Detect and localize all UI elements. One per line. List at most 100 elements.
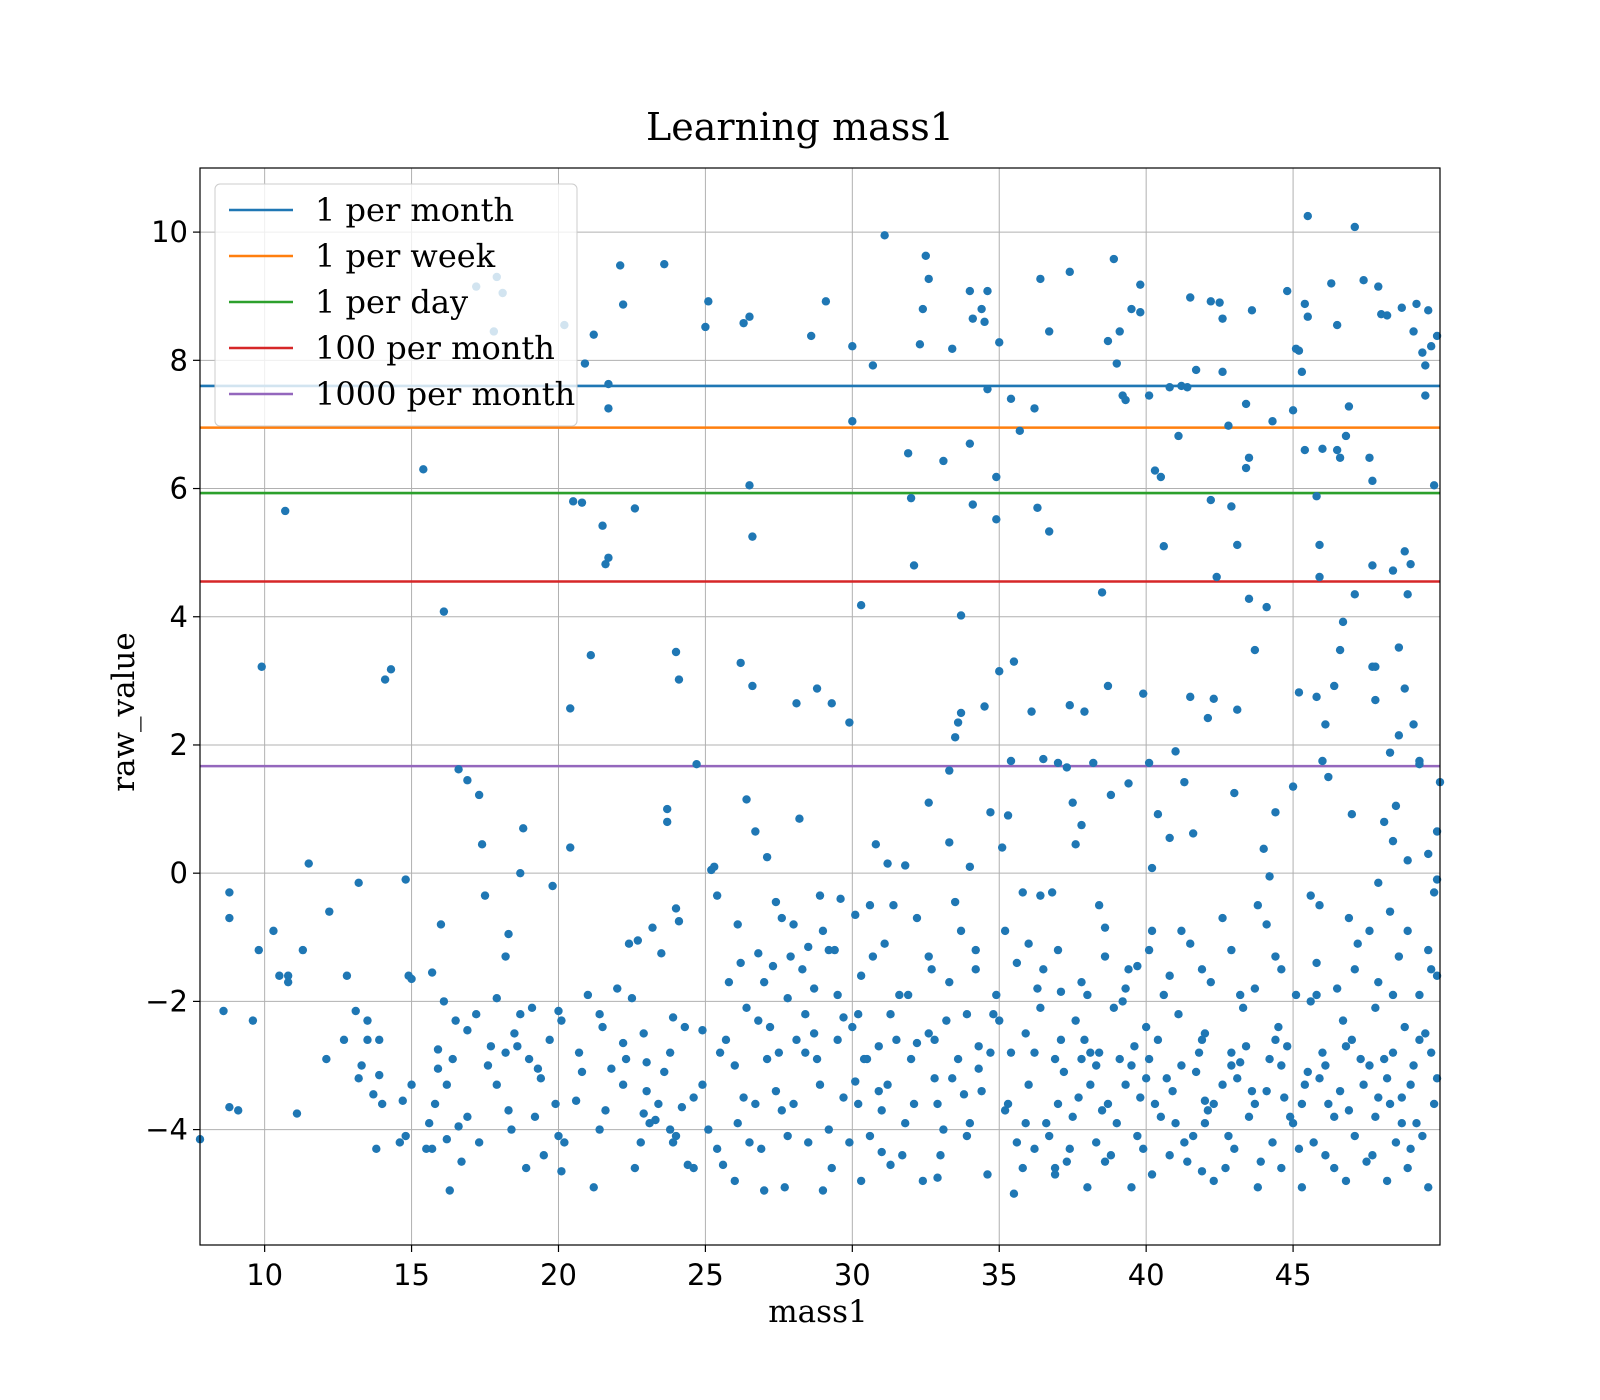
data-point — [1030, 1048, 1039, 1057]
data-point — [1415, 1035, 1424, 1045]
data-point — [363, 1016, 372, 1025]
data-point — [1421, 361, 1430, 370]
data-point — [1183, 383, 1192, 392]
data-point — [1309, 1138, 1318, 1147]
data-point — [1400, 684, 1409, 693]
data-point — [830, 945, 839, 955]
data-point — [589, 330, 598, 339]
data-point — [1315, 901, 1324, 910]
data-point — [1071, 840, 1080, 849]
data-point — [363, 1035, 372, 1045]
data-point — [853, 1010, 863, 1019]
data-point — [883, 1080, 892, 1089]
data-point — [1153, 810, 1163, 819]
data-point — [871, 840, 881, 849]
data-point — [1168, 1086, 1177, 1096]
data-point — [292, 1109, 302, 1118]
data-point — [1321, 1061, 1330, 1070]
data-point — [1341, 1176, 1351, 1186]
data-point — [1036, 891, 1045, 900]
data-point — [1271, 952, 1280, 961]
data-point — [463, 1112, 472, 1121]
data-point — [1209, 1176, 1218, 1186]
data-point — [1106, 790, 1116, 800]
data-point — [639, 1029, 648, 1038]
data-point — [1203, 1106, 1213, 1115]
data-point — [1241, 463, 1251, 473]
data-point — [1188, 829, 1198, 838]
data-point — [974, 1042, 983, 1051]
legend-box — [214, 183, 578, 427]
data-point — [1335, 645, 1345, 655]
data-point — [580, 359, 590, 368]
data-point — [977, 1086, 986, 1096]
data-point — [751, 1099, 760, 1109]
data-point — [1250, 984, 1260, 993]
data-point — [501, 1048, 510, 1057]
data-point — [757, 1144, 766, 1154]
data-point — [1327, 279, 1336, 288]
data-point — [1212, 572, 1221, 582]
data-point — [474, 790, 484, 800]
data-point — [1197, 1167, 1207, 1176]
data-point — [1344, 1106, 1354, 1115]
data-point — [1415, 990, 1424, 1000]
data-point — [304, 859, 313, 868]
data-point — [539, 1151, 548, 1160]
data-point — [1159, 542, 1168, 551]
data-point — [754, 949, 763, 958]
data-point — [645, 1118, 654, 1128]
data-point — [965, 862, 975, 871]
data-point — [1036, 1003, 1045, 1013]
data-point — [692, 759, 701, 769]
data-point — [395, 1138, 405, 1147]
data-point — [1315, 1074, 1324, 1083]
data-point — [710, 862, 719, 871]
data-point — [551, 1099, 560, 1109]
data-point — [1335, 453, 1345, 462]
data-point — [674, 675, 684, 684]
data-point — [968, 314, 977, 323]
data-point — [1150, 466, 1160, 475]
data-point — [1083, 990, 1092, 1000]
data-point — [454, 765, 463, 774]
data-point — [977, 304, 986, 314]
legend-label: 1 per month — [315, 191, 514, 229]
data-point — [375, 1035, 384, 1045]
data-point — [1068, 1112, 1077, 1121]
data-point — [642, 1086, 651, 1096]
data-point — [1118, 997, 1127, 1006]
data-point — [639, 1109, 648, 1118]
data-point — [995, 338, 1004, 347]
data-point — [554, 1006, 563, 1016]
data-point — [739, 318, 748, 328]
data-point — [1432, 827, 1442, 836]
data-point — [1133, 961, 1142, 971]
data-point — [845, 1138, 854, 1147]
data-point — [1003, 1099, 1013, 1109]
data-point — [942, 1016, 951, 1025]
data-point — [918, 1176, 928, 1186]
y-tick-label: 0 — [170, 856, 188, 890]
data-point — [524, 1054, 534, 1064]
data-point — [1230, 1144, 1239, 1154]
data-point — [933, 1173, 942, 1182]
data-point — [536, 1074, 546, 1083]
data-point — [865, 901, 875, 910]
data-point — [986, 808, 995, 817]
data-point — [1306, 997, 1315, 1006]
data-point — [777, 913, 787, 923]
data-point — [1426, 342, 1436, 351]
data-point — [648, 923, 657, 932]
data-point — [995, 667, 1004, 676]
data-point — [1171, 747, 1180, 756]
data-point — [257, 662, 266, 671]
data-point — [901, 861, 910, 870]
data-point — [836, 894, 845, 904]
data-point — [398, 1096, 407, 1105]
data-point — [877, 1106, 886, 1115]
data-point — [1300, 445, 1310, 455]
data-point — [1203, 713, 1213, 723]
data-point — [1277, 1061, 1286, 1070]
data-point — [454, 1122, 463, 1131]
